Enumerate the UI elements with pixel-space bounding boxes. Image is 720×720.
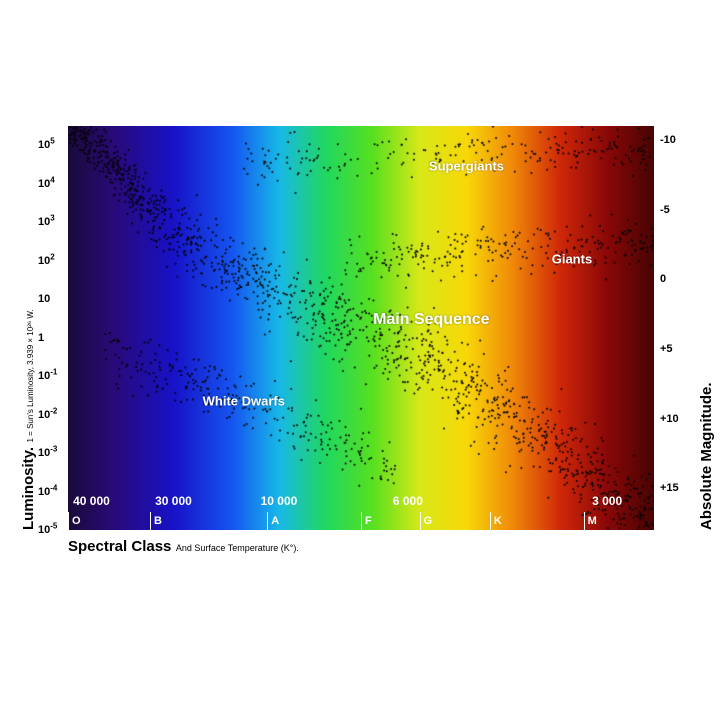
scatter-points: [68, 126, 654, 530]
y-left-tick: 10-2: [38, 409, 57, 421]
luminosity-subtitle: 1 = Sun's Luminosity, 3.939 × 10²⁶ W.: [26, 309, 35, 442]
y-left-tick: 102: [38, 255, 55, 267]
y-left-tick: 10: [38, 293, 50, 305]
spectral-class-box: K: [490, 512, 584, 530]
region-label: White Dwarfs: [203, 393, 285, 408]
y-left-tick: 103: [38, 216, 55, 228]
region-label: Main Sequence: [373, 311, 489, 329]
spectral-class-subtitle: And Surface Temperature (K°).: [176, 543, 299, 553]
y-left-tick: 10-4: [38, 486, 57, 498]
y-right-tick: -10: [660, 134, 676, 146]
y-right-tick: +10: [660, 413, 679, 425]
spectral-class-box: A: [267, 512, 361, 530]
y-left-tick: 10-5: [38, 524, 57, 536]
x-axis-title: Spectral Class And Surface Temperature (…: [68, 538, 299, 556]
spectral-class-box: G: [420, 512, 490, 530]
y-right-tick: +15: [660, 482, 679, 494]
x-temperature-label: 3 000: [592, 494, 622, 508]
y-right-tick: +5: [660, 343, 673, 355]
x-temperature-label: 6 000: [393, 494, 423, 508]
spectral-class-box: B: [150, 512, 267, 530]
y-left-tick: 1: [38, 332, 44, 344]
y-right-tick: 0: [660, 273, 666, 285]
spectral-class-box: O: [68, 512, 150, 530]
y-axis-right-title: Absolute Magnitude.: [698, 383, 715, 531]
hr-diagram-plot: Supergiants Giants Main Sequence White Dwar…: [68, 126, 654, 530]
y-left-tick: 10-1: [38, 370, 57, 382]
spectral-class-row: OBAFGKM: [68, 512, 654, 530]
x-temperature-label: 40 000: [73, 494, 110, 508]
region-label: Supergiants: [429, 159, 504, 174]
x-temperature-label: 10 000: [261, 494, 298, 508]
spectral-class-box: F: [361, 512, 420, 530]
spectral-class-title: Spectral Class: [68, 538, 171, 555]
spectral-class-box: M: [584, 512, 654, 530]
luminosity-title: Luminosity.: [20, 447, 37, 530]
y-left-tick: 10-3: [38, 447, 57, 459]
y-left-tick: 104: [38, 178, 55, 190]
y-right-tick: -5: [660, 204, 670, 216]
region-label: Giants: [552, 252, 592, 267]
y-left-tick: 105: [38, 139, 55, 151]
y-axis-left-title: Luminosity. 1 = Sun's Luminosity, 3.939 …: [20, 309, 38, 530]
x-temperature-label: 30 000: [155, 494, 192, 508]
